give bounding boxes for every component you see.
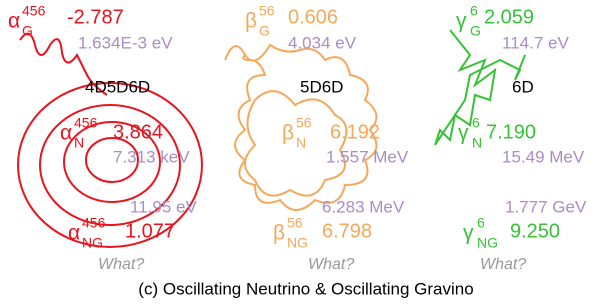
- symbol: γ: [458, 122, 469, 145]
- value: 6.798: [322, 220, 372, 242]
- superscript: 456: [82, 215, 106, 231]
- subscript: N: [74, 135, 84, 151]
- figure: α 456 G -2.787 1.634E-3 eV 4D5D6D α 456 …: [0, 0, 612, 304]
- caption: (c) Oscillating Neutrino & Oscillating G…: [138, 279, 473, 298]
- subscript: NG: [82, 235, 103, 251]
- symbol: β: [245, 10, 257, 33]
- energy: 114.7 eV: [502, 33, 569, 52]
- question: What?: [308, 256, 354, 273]
- value: 7.190: [486, 121, 536, 143]
- symbol: α: [60, 122, 72, 145]
- superscript: 6: [470, 3, 478, 19]
- dimensions: 5D6D: [300, 77, 343, 96]
- subscript: G: [470, 23, 481, 39]
- energy: 1.777 GeV: [505, 197, 587, 216]
- value: 0.606: [288, 6, 338, 28]
- energy: 15.49 MeV: [502, 147, 585, 166]
- symbol: α: [8, 10, 20, 33]
- value: -2.787: [67, 6, 124, 28]
- question: What?: [98, 256, 144, 273]
- symbol: γ: [463, 222, 474, 245]
- symbol: α: [68, 222, 80, 245]
- energy: 6.283 MeV: [322, 197, 405, 216]
- subscript: N: [472, 135, 482, 151]
- superscript: 56: [259, 3, 275, 19]
- value: 9.250: [510, 220, 560, 242]
- symbol: β: [282, 122, 294, 145]
- energy: 4.034 eV: [288, 33, 357, 52]
- symbol: β: [273, 222, 285, 245]
- superscript: 6: [477, 215, 485, 231]
- energy: 1.557 MeV: [326, 147, 409, 166]
- subscript: G: [22, 23, 33, 39]
- energy: 11.95 eV: [130, 197, 197, 216]
- superscript: 6: [472, 115, 480, 131]
- energy: 1.634E-3 eV: [78, 33, 173, 52]
- value: 2.059: [484, 6, 534, 28]
- value: 3.864: [113, 121, 163, 143]
- subscript: G: [259, 23, 270, 39]
- symbol: γ: [456, 10, 467, 33]
- superscript: 456: [74, 115, 98, 131]
- dimensions: 6D: [512, 77, 534, 96]
- value: 1.077: [125, 220, 175, 242]
- value: 6.192: [330, 121, 380, 143]
- subscript: NG: [477, 235, 498, 251]
- panel: β 56 G 0.606 4.034 eV 5D6D β 56 N 6.192 …: [245, 3, 409, 274]
- energy: 7.313 keV: [113, 147, 190, 166]
- dimensions: 4D5D6D: [85, 77, 150, 96]
- superscript: 56: [287, 215, 303, 231]
- subscript: N: [296, 135, 306, 151]
- panel: γ 6 G 2.059 114.7 eV 6D γ 6 N 7.190 15.4…: [456, 3, 587, 274]
- question: What?: [480, 256, 526, 273]
- superscript: 456: [22, 3, 46, 19]
- subscript: NG: [287, 235, 308, 251]
- panel: α 456 G -2.787 1.634E-3 eV 4D5D6D α 456 …: [8, 3, 197, 274]
- superscript: 56: [296, 115, 312, 131]
